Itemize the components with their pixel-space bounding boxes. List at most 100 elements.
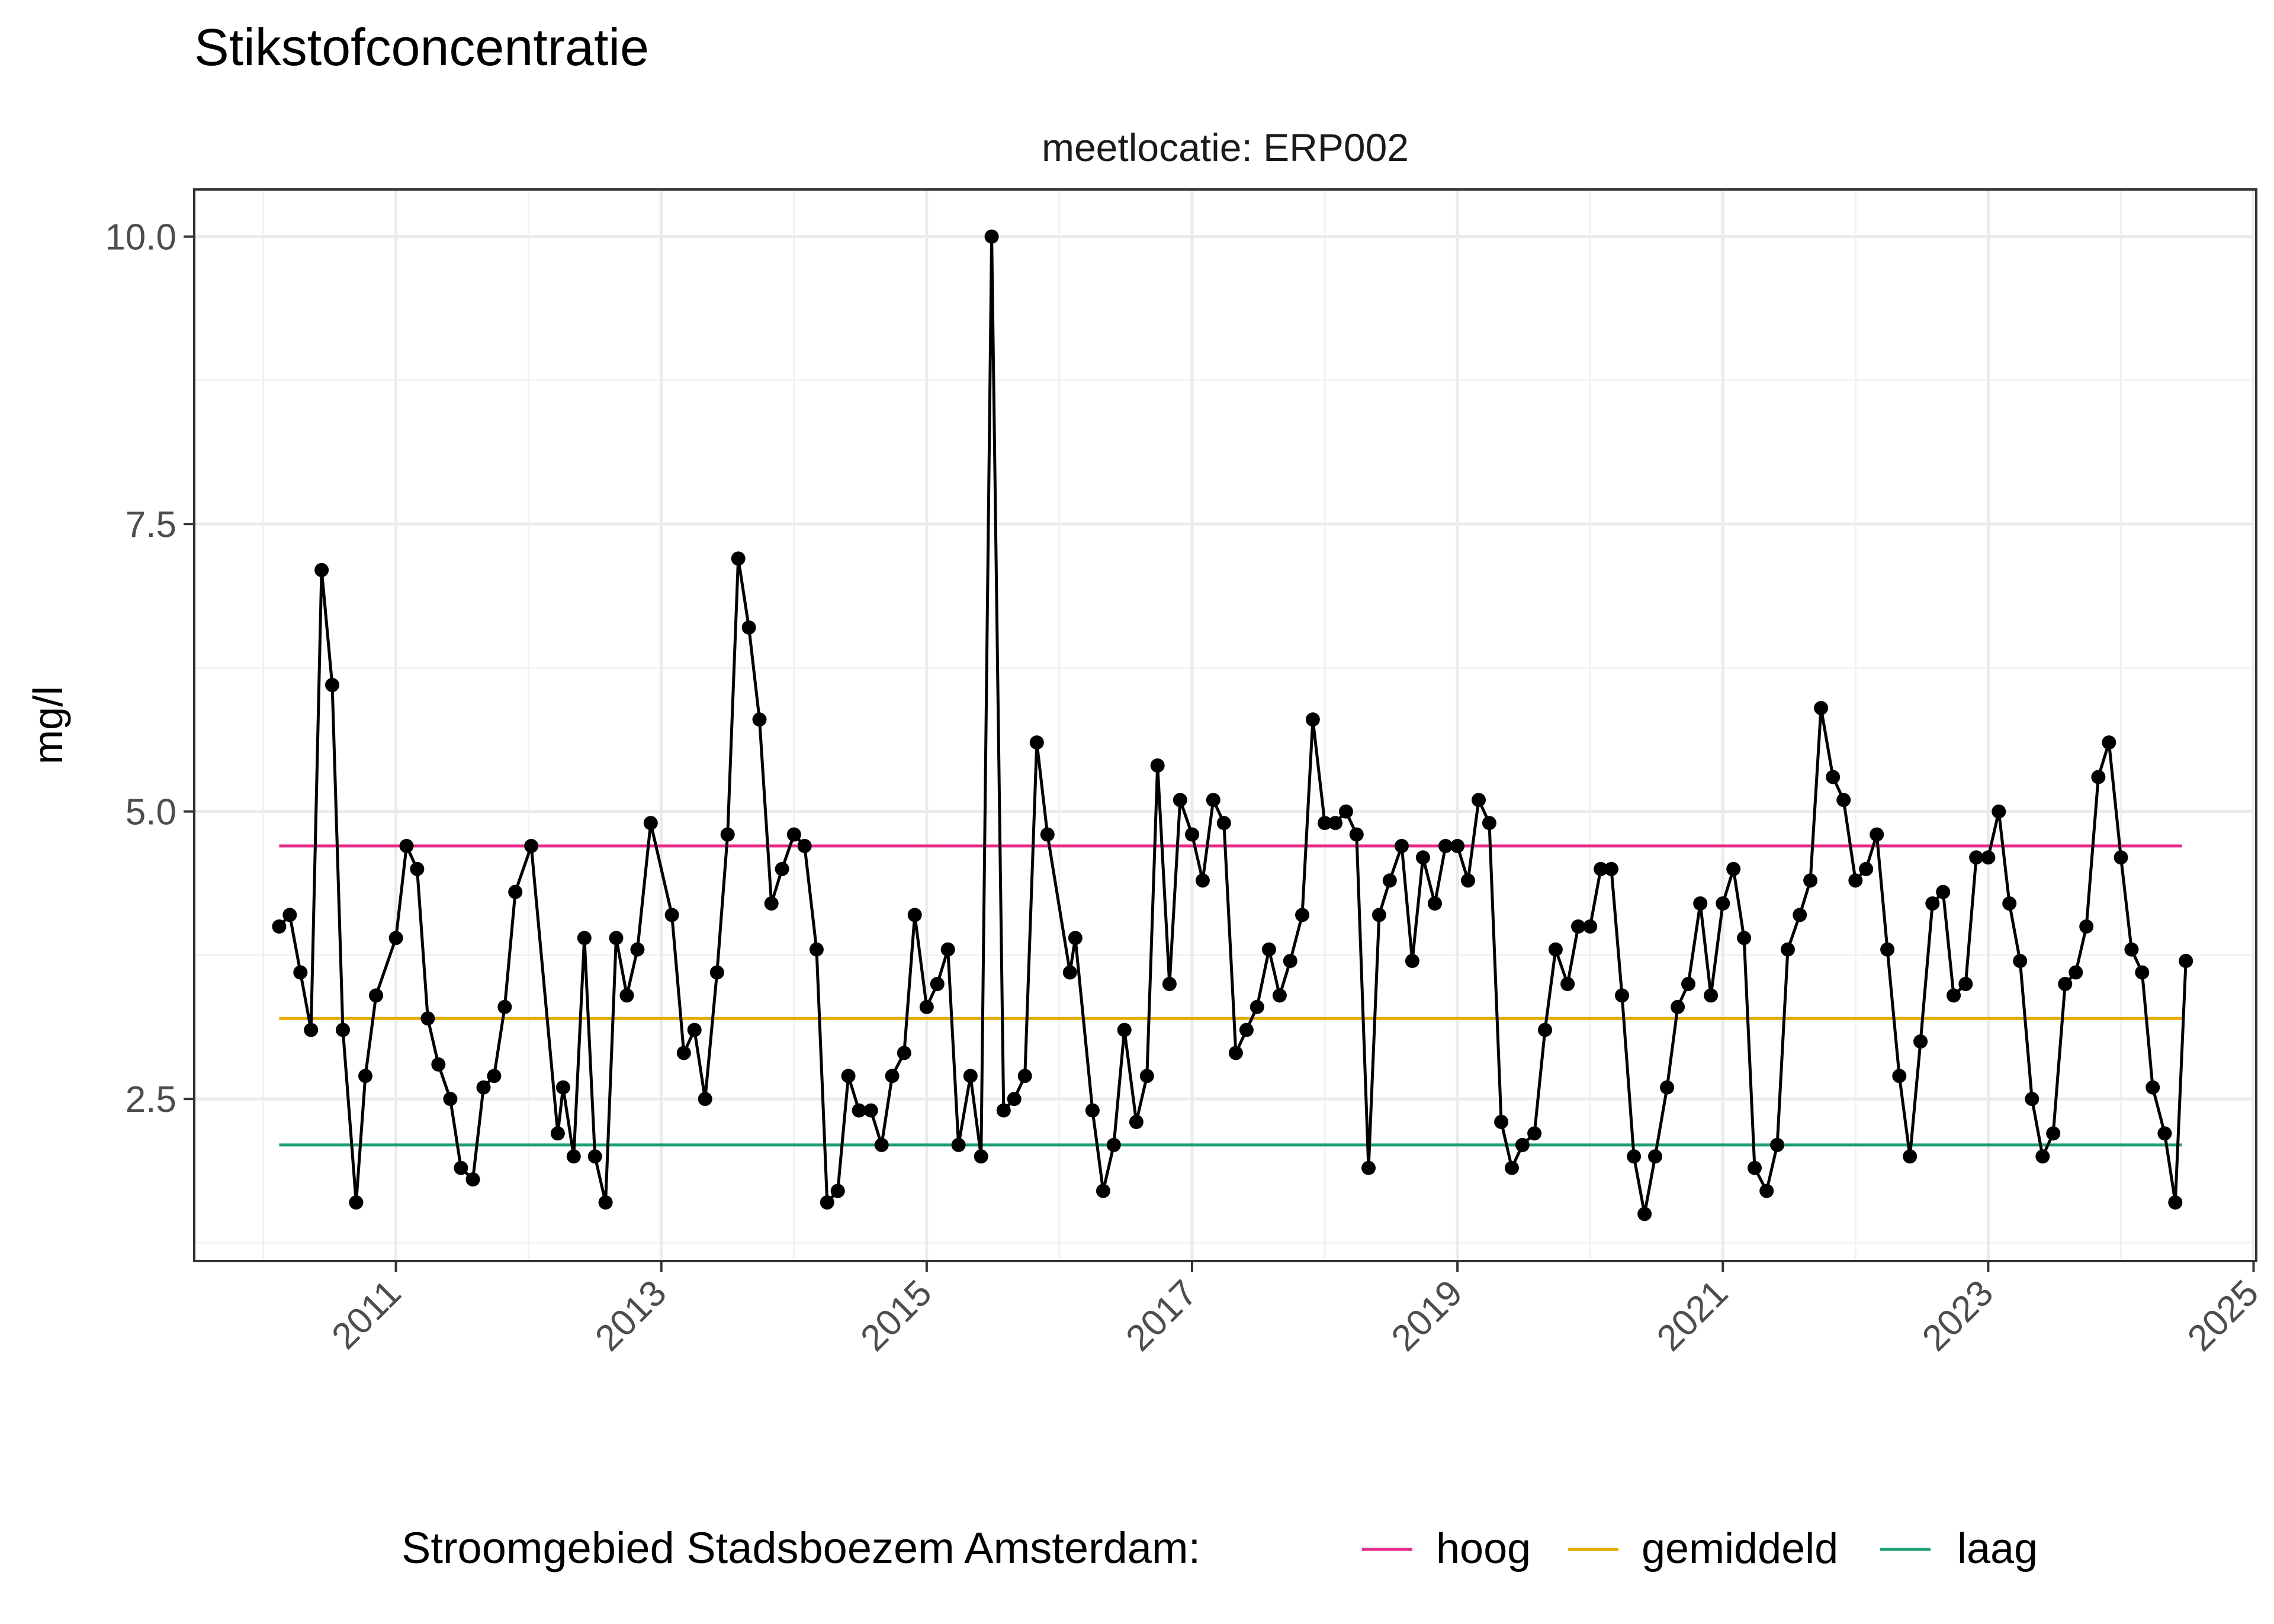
data-point-26 [577, 931, 592, 946]
data-point-147 [1936, 885, 1951, 899]
data-point-69 [1068, 931, 1083, 946]
data-point-146 [1925, 896, 1940, 911]
data-point-54 [897, 1046, 911, 1060]
data-point-51 [863, 1103, 878, 1118]
data-point-101 [1428, 896, 1442, 911]
data-point-139 [1848, 873, 1863, 888]
grid-minor [194, 189, 2256, 1261]
data-point-94 [1349, 827, 1364, 842]
data-point-29 [609, 931, 624, 946]
legend: Stroomgebied Stadsboezem Amsterdam: hoog… [402, 1523, 2038, 1572]
data-point-109 [1515, 1137, 1530, 1152]
data-point-75 [1139, 1069, 1154, 1083]
data-point-96 [1372, 908, 1386, 922]
data-point-125 [1693, 896, 1708, 911]
data-point-21 [508, 885, 523, 899]
data-point-123 [1671, 999, 1685, 1014]
series-layer [272, 229, 2193, 1221]
data-point-98 [1395, 838, 1409, 853]
data-point-39 [731, 551, 746, 566]
data-point-62 [984, 229, 999, 244]
data-point-71 [1096, 1184, 1110, 1198]
data-point-136 [1814, 700, 1829, 715]
data-point-99 [1405, 954, 1419, 969]
data-point-59 [951, 1137, 966, 1152]
data-point-159 [2069, 965, 2083, 980]
data-point-15 [443, 1092, 458, 1107]
data-point-118 [1615, 988, 1629, 1003]
data-point-1 [282, 908, 297, 922]
data-point-132 [1770, 1137, 1785, 1152]
data-point-111 [1538, 1022, 1552, 1037]
data-point-23 [550, 1126, 565, 1141]
legend-entries: hoog gemiddeld laag [1362, 1525, 2038, 1572]
chart-title: Stikstofconcentratie [194, 18, 649, 76]
data-point-47 [820, 1195, 834, 1210]
data-point-11 [399, 838, 414, 853]
y-axis-label: mg/l [25, 686, 71, 764]
data-point-144 [1903, 1149, 1918, 1164]
data-point-72 [1106, 1137, 1121, 1152]
data-point-120 [1637, 1207, 1652, 1221]
data-point-149 [1958, 977, 1973, 991]
data-point-24 [555, 1080, 570, 1095]
data-point-155 [2025, 1092, 2039, 1107]
data-point-154 [2013, 954, 2028, 969]
panel-border [193, 188, 2257, 1262]
grid-major [194, 189, 2256, 1261]
data-point-93 [1338, 804, 1353, 819]
data-point-124 [1681, 977, 1695, 991]
data-point-10 [388, 931, 403, 946]
data-point-150 [1969, 850, 1984, 865]
data-point-85 [1250, 999, 1264, 1014]
data-point-165 [2135, 965, 2150, 980]
data-point-152 [1992, 804, 2006, 819]
data-point-91 [1318, 816, 1332, 831]
data-point-108 [1505, 1160, 1519, 1175]
data-point-115 [1583, 919, 1598, 934]
data-point-65 [1017, 1069, 1032, 1083]
legend-label-laag: laag [1957, 1525, 2038, 1572]
data-point-161 [2091, 770, 2106, 784]
data-point-73 [1117, 1022, 1132, 1037]
data-point-22 [524, 838, 539, 853]
facet-strip [194, 112, 2256, 189]
legend-title: Stroomgebied Stadsboezem Amsterdam: [402, 1523, 1200, 1572]
data-point-105 [1472, 793, 1486, 808]
data-point-74 [1129, 1115, 1144, 1129]
data-point-44 [786, 827, 801, 842]
data-point-64 [1007, 1092, 1022, 1107]
data-point-20 [497, 999, 512, 1014]
data-point-12 [410, 861, 425, 876]
data-point-13 [420, 1011, 435, 1026]
data-point-166 [2145, 1080, 2160, 1095]
data-point-137 [1826, 770, 1841, 784]
data-point-78 [1173, 793, 1187, 808]
data-point-34 [676, 1046, 691, 1060]
data-point-19 [487, 1069, 502, 1083]
data-point-35 [687, 1022, 702, 1037]
data-point-106 [1482, 816, 1496, 831]
y-tick-label-1: 5.0 [126, 792, 176, 833]
data-point-162 [2102, 735, 2116, 750]
data-point-33 [664, 908, 679, 922]
data-point-30 [619, 988, 634, 1003]
data-point-131 [1759, 1184, 1774, 1198]
data-point-38 [720, 827, 735, 842]
data-point-168 [2168, 1195, 2183, 1210]
data-point-130 [1748, 1160, 1762, 1175]
data-point-143 [1892, 1069, 1907, 1083]
data-point-112 [1548, 942, 1563, 957]
data-point-17 [465, 1172, 480, 1187]
data-point-31 [630, 942, 645, 957]
data-point-43 [775, 861, 789, 876]
data-point-63 [996, 1103, 1011, 1118]
data-point-167 [2157, 1126, 2172, 1141]
data-point-153 [2002, 896, 2017, 911]
data-point-55 [907, 908, 922, 922]
data-point-102 [1438, 838, 1453, 853]
series-points [272, 229, 2193, 1221]
data-point-92 [1328, 816, 1342, 831]
data-point-117 [1604, 861, 1618, 876]
data-point-157 [2046, 1126, 2061, 1141]
